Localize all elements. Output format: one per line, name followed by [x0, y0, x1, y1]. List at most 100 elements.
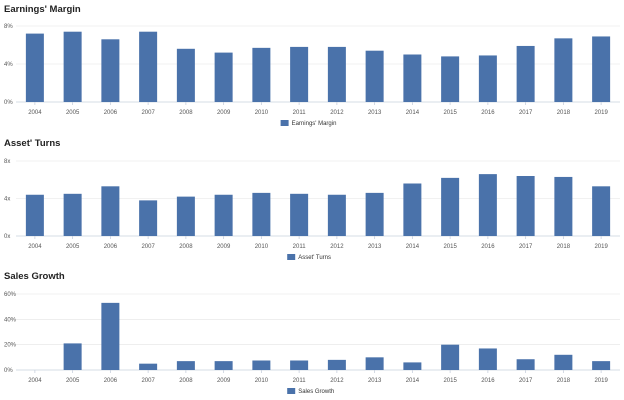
- x-tick-label: 2013: [368, 378, 382, 384]
- bar: [327, 359, 346, 370]
- x-tick-label: 2006: [104, 378, 118, 384]
- x-tick-label: 2004: [28, 244, 42, 250]
- x-tick-label: 2016: [481, 244, 495, 250]
- bar: [478, 174, 497, 236]
- bar: [554, 354, 573, 370]
- legend-label: Sales Growth: [298, 389, 334, 395]
- x-tick-label: 2007: [141, 244, 155, 250]
- bar: [516, 359, 535, 370]
- x-tick-label: 2007: [141, 110, 155, 116]
- bar: [478, 55, 497, 102]
- x-tick-label: 2015: [443, 378, 457, 384]
- bar: [365, 50, 384, 102]
- bar: [139, 363, 158, 370]
- x-tick-label: 2014: [406, 110, 420, 116]
- x-tick-label: 2004: [28, 110, 42, 116]
- bar: [327, 46, 346, 102]
- bar: [252, 47, 271, 102]
- bar: [139, 31, 158, 103]
- legend: Earnings' Margin: [280, 120, 337, 127]
- bar: [554, 176, 573, 236]
- x-tick-label: 2018: [557, 244, 571, 250]
- x-tick-label: 2004: [28, 378, 42, 384]
- legend-swatch: [287, 254, 296, 260]
- x-tick-label: 2005: [66, 378, 80, 384]
- bar: [176, 48, 195, 102]
- bar: [176, 361, 195, 370]
- y-tick-label: 20%: [4, 343, 17, 349]
- legend-label: Asset' Turns: [298, 255, 331, 261]
- x-tick-label: 2009: [217, 244, 231, 250]
- chart-title: Earnings' Margin: [4, 4, 81, 15]
- x-tick-label: 2015: [443, 244, 457, 250]
- y-tick-label: 0x: [4, 234, 10, 240]
- x-tick-label: 2011: [293, 110, 307, 116]
- x-tick-label: 2010: [255, 244, 269, 250]
- x-tick-label: 2008: [179, 110, 193, 116]
- x-tick-label: 2013: [368, 244, 382, 250]
- x-tick-label: 2006: [104, 244, 118, 250]
- y-tick-label: 0%: [4, 100, 13, 106]
- x-tick-label: 2014: [406, 378, 420, 384]
- bar: [441, 344, 460, 370]
- bar: [441, 56, 460, 102]
- x-tick-label: 2017: [519, 244, 533, 250]
- x-tick-label: 2009: [217, 110, 231, 116]
- chart-panel-3: Sales Growth 0% 20% 40% 60% 2004 2005 2006 2007 2…: [4, 271, 620, 395]
- y-tick-label: 4x: [4, 197, 10, 203]
- x-tick-label: 2013: [368, 110, 382, 116]
- y-tick-label: 8%: [4, 24, 13, 30]
- x-tick-label: 2019: [594, 110, 608, 116]
- bar: [290, 46, 309, 102]
- bar: [592, 36, 611, 103]
- bar: [101, 302, 120, 370]
- bar: [63, 193, 82, 236]
- bar: [25, 194, 44, 236]
- x-tick-label: 2012: [330, 110, 344, 116]
- y-tick-label: 40%: [4, 317, 17, 323]
- bar: [592, 186, 611, 236]
- bar: [214, 361, 233, 370]
- bar: [592, 361, 611, 370]
- x-tick-label: 2019: [594, 378, 608, 384]
- x-tick-label: 2019: [594, 244, 608, 250]
- x-tick-label: 2010: [255, 110, 269, 116]
- y-tick-label: 60%: [4, 292, 17, 298]
- bar: [63, 343, 82, 370]
- bar: [252, 360, 271, 370]
- x-tick-label: 2014: [406, 244, 420, 250]
- x-tick-label: 2010: [255, 378, 269, 384]
- bar: [327, 194, 346, 236]
- bar: [214, 194, 233, 236]
- bar: [101, 186, 120, 236]
- bar: [516, 45, 535, 102]
- legend: Sales Growth: [287, 388, 334, 395]
- bar: [403, 183, 422, 236]
- x-tick-label: 2005: [66, 110, 80, 116]
- x-tick-label: 2017: [519, 110, 533, 116]
- x-tick-label: 2015: [443, 110, 457, 116]
- x-tick-label: 2009: [217, 378, 231, 384]
- bar: [252, 192, 271, 236]
- x-tick-label: 2012: [330, 244, 344, 250]
- bar: [554, 38, 573, 102]
- x-tick-label: 2011: [293, 378, 307, 384]
- bar: [101, 39, 120, 102]
- x-tick-label: 2008: [179, 378, 193, 384]
- x-tick-label: 2005: [66, 244, 80, 250]
- x-tick-label: 2006: [104, 110, 118, 116]
- x-tick-label: 2012: [330, 378, 344, 384]
- bar: [365, 192, 384, 236]
- x-tick-label: 2007: [141, 378, 155, 384]
- legend-label: Earnings' Margin: [292, 121, 337, 127]
- x-tick-label: 2016: [481, 110, 495, 116]
- chart-panel-1: Earnings' Margin 0% 4% 8% 2004 2005 2006 2007 20…: [4, 4, 620, 127]
- chart-panel-2: Asset' Turns 0x 4x 8x 2004 2005 2006 2007 2008 20…: [4, 138, 620, 261]
- x-tick-label: 2018: [557, 110, 571, 116]
- bar: [478, 348, 497, 370]
- bar: [403, 362, 422, 370]
- x-tick-label: 2008: [179, 244, 193, 250]
- chart-title: Sales Growth: [4, 271, 65, 282]
- bar: [139, 200, 158, 236]
